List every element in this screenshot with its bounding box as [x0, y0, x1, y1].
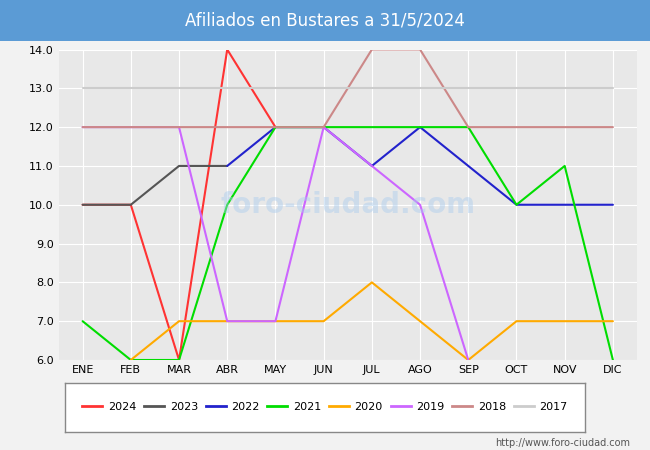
- Legend: 2024, 2023, 2022, 2021, 2020, 2019, 2018, 2017: 2024, 2023, 2022, 2021, 2020, 2019, 2018…: [78, 398, 572, 417]
- Text: http://www.foro-ciudad.com: http://www.foro-ciudad.com: [495, 438, 630, 448]
- Text: Afiliados en Bustares a 31/5/2024: Afiliados en Bustares a 31/5/2024: [185, 11, 465, 29]
- Text: foro-ciudad.com: foro-ciudad.com: [220, 191, 475, 219]
